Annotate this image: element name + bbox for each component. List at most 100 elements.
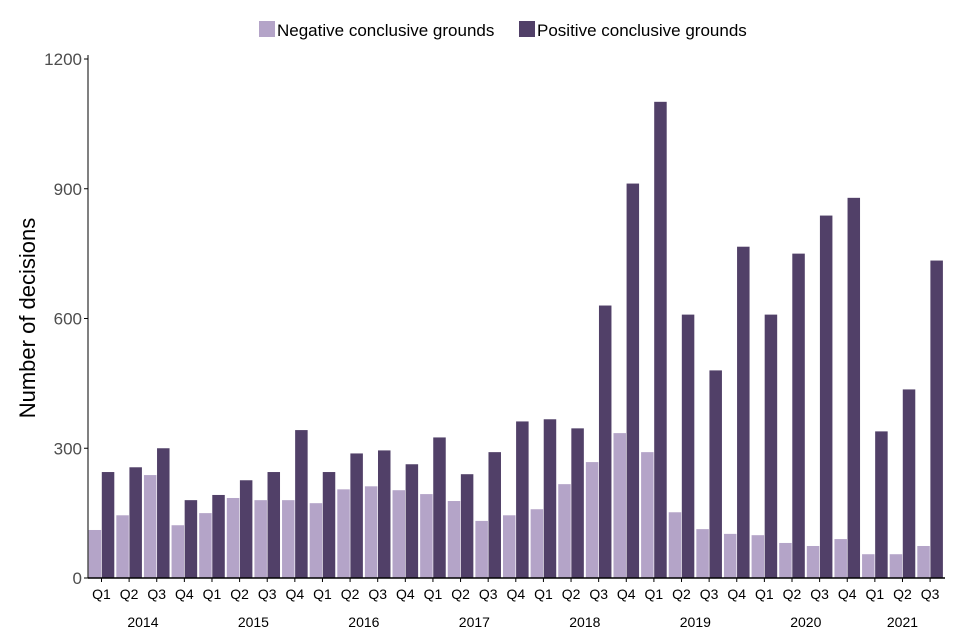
bar-positive [709,370,722,578]
bar-positive [626,183,640,578]
legend-label-negative: Negative conclusive grounds [277,21,494,40]
x-tick-label: Q3 [258,586,277,602]
bar-negative [641,452,654,578]
y-tick-label: 600 [54,310,82,329]
x-tick-label: Q3 [589,586,608,602]
bar-positive [405,464,419,578]
year-label: 2019 [680,614,711,630]
legend-swatch-negative [259,21,275,37]
x-tick-label: Q2 [893,586,912,602]
x-tick-label: Q1 [645,586,664,602]
bar-positive [571,428,584,578]
bar-negative [337,489,350,578]
x-tick-label: Q2 [230,586,249,602]
bar-negative [917,545,930,578]
bar-negative [751,535,765,578]
bar-positive [488,452,501,578]
legend: Negative conclusive grounds Positive con… [259,21,747,40]
year-label: 2018 [569,614,600,630]
x-tick-label: Q2 [562,586,581,602]
bar-negative [420,494,433,578]
bar-negative [88,529,102,578]
x-tick-label: Q3 [700,586,719,602]
bar-negative [447,501,461,578]
bar-negative [143,475,157,578]
bar-positive [654,101,667,578]
bar-positive [101,472,115,578]
bar-negative [889,554,903,578]
bar-positive [267,472,281,578]
bar-positive [598,305,612,578]
bar-negative [668,512,682,578]
x-tick-label: Q1 [203,586,222,602]
bar-negative [226,497,240,578]
bar-positive [460,474,474,578]
bar-negative [834,539,847,578]
bar-positive [184,500,198,578]
bar-negative [116,515,129,578]
bar-positive [764,314,778,578]
bar-positive [433,437,446,578]
bar-negative [613,433,626,578]
bar-negative [392,490,406,578]
year-label: 2017 [459,614,490,630]
bar-negative [779,542,792,578]
bar-negative [585,462,599,578]
legend-label-positive: Positive conclusive grounds [537,21,747,40]
y-axis-label: Number of decisions [15,218,40,419]
x-tick-label: Q4 [506,586,525,602]
bar-positive [819,215,833,578]
x-tick-label: Q1 [92,586,111,602]
bar-positive [516,421,529,578]
x-tick-label: Q1 [755,586,774,602]
year-label: 2016 [348,614,379,630]
bar-negative [254,500,267,578]
bar-positive [737,246,750,578]
bar-positive [212,494,225,578]
x-tick-label: Q1 [534,586,553,602]
x-axis: Q1 Q2 Q3 Q4 Q1 Q2 Q3 Q4 Q1 Q2 Q3 Q4 Q1 Q2 Q3 Q4 Q1 Q2 Q3 Q4… [92,578,940,630]
year-label: 2021 [887,614,918,630]
x-tick-label: Q4 [617,586,636,602]
x-tick-label: Q2 [783,586,802,602]
bar-positive [543,419,557,578]
bar-negative [503,515,516,578]
bar-negative [364,486,378,578]
bar-positive [157,448,170,578]
bar-positive [875,431,888,578]
bar-negative [530,509,544,578]
bars [88,101,943,578]
bar-negative [171,525,185,578]
bar-negative [806,545,820,578]
bar-negative [199,513,212,578]
bar-positive [930,260,943,578]
x-tick-label: Q2 [451,586,470,602]
bar-positive [322,472,336,578]
bar-negative [558,484,571,578]
y-axis: 0 300 600 900 1200 [44,50,88,588]
x-tick-label: Q3 [368,586,387,602]
x-tick-label: Q4 [838,586,857,602]
bar-negative [696,529,709,578]
x-tick-label: Q1 [313,586,332,602]
x-tick-label: Q2 [341,586,360,602]
bar-positive [295,430,308,578]
bar-positive [350,453,363,578]
bar-negative [723,533,737,578]
year-label: 2014 [127,614,158,630]
bar-positive [847,197,861,578]
x-tick-label: Q4 [727,586,746,602]
x-tick-label: Q1 [866,586,885,602]
x-tick-label: Q1 [424,586,443,602]
x-tick-label: Q3 [921,586,940,602]
bar-negative [862,554,875,578]
y-tick-label: 0 [73,569,82,588]
x-tick-label: Q3 [479,586,498,602]
x-tick-label: Q2 [672,586,691,602]
y-tick-label: 300 [54,439,82,458]
x-tick-label: Q2 [120,586,139,602]
x-tick-label: Q3 [147,586,166,602]
y-tick-label: 900 [54,180,82,199]
bar-positive [792,253,805,578]
